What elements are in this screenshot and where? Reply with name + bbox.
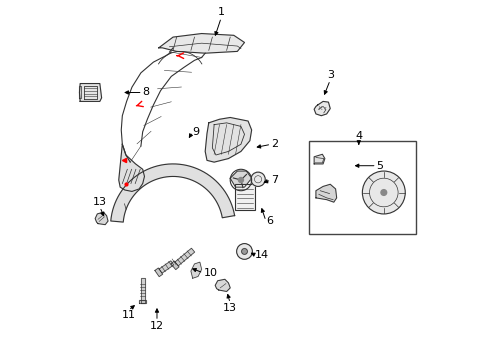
Text: 13: 13 — [93, 197, 106, 207]
Polygon shape — [140, 278, 144, 303]
Text: 5: 5 — [376, 161, 383, 171]
Polygon shape — [80, 86, 81, 98]
Text: 9: 9 — [192, 127, 200, 137]
Polygon shape — [175, 248, 194, 266]
Text: 6: 6 — [265, 216, 272, 226]
Polygon shape — [95, 212, 108, 225]
Polygon shape — [139, 300, 146, 303]
Circle shape — [236, 244, 252, 259]
Bar — [308, 141, 415, 234]
Text: 12: 12 — [150, 321, 163, 331]
Text: 7: 7 — [271, 175, 278, 185]
Text: 4: 4 — [354, 131, 362, 141]
Circle shape — [238, 177, 243, 183]
Text: 3: 3 — [326, 70, 333, 80]
Polygon shape — [205, 117, 251, 162]
Circle shape — [380, 190, 386, 195]
Polygon shape — [159, 33, 244, 53]
Polygon shape — [111, 164, 234, 222]
Polygon shape — [315, 184, 336, 202]
Polygon shape — [171, 261, 179, 270]
Text: 1: 1 — [217, 8, 224, 18]
Text: 2: 2 — [271, 139, 278, 149]
Polygon shape — [159, 261, 173, 273]
Circle shape — [250, 172, 264, 186]
Polygon shape — [80, 84, 102, 102]
Polygon shape — [313, 102, 329, 116]
Polygon shape — [190, 262, 201, 278]
Text: 13: 13 — [223, 303, 237, 313]
Text: K r: K r — [318, 106, 325, 111]
Text: 11: 11 — [121, 310, 135, 320]
Polygon shape — [215, 279, 230, 292]
Circle shape — [241, 249, 247, 254]
Polygon shape — [119, 144, 144, 192]
Text: 14: 14 — [255, 250, 269, 260]
Polygon shape — [230, 171, 251, 187]
Bar — [234, 184, 254, 210]
Text: 8: 8 — [142, 87, 149, 98]
Circle shape — [362, 171, 405, 214]
Text: 10: 10 — [203, 268, 217, 278]
Polygon shape — [155, 268, 163, 276]
Polygon shape — [313, 154, 324, 164]
